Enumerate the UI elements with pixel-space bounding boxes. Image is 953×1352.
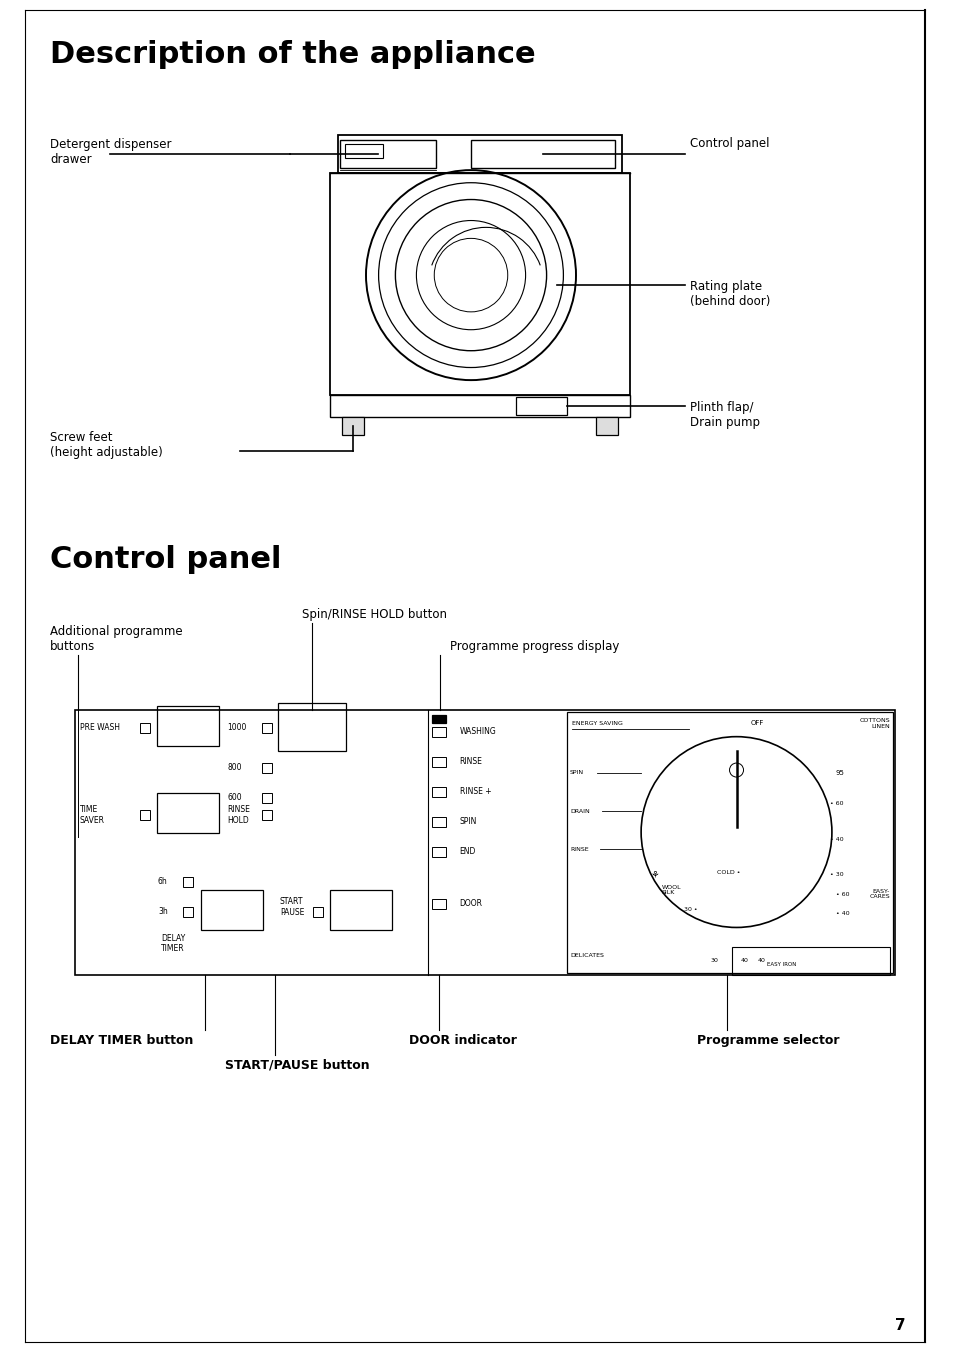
- Text: SPIN: SPIN: [569, 771, 583, 776]
- Text: 7: 7: [894, 1317, 904, 1333]
- Text: Programme selector: Programme selector: [696, 1034, 838, 1046]
- Text: EASY-
CARES: EASY- CARES: [868, 888, 889, 899]
- Bar: [140, 810, 150, 821]
- Bar: [431, 846, 445, 857]
- Text: DELAY
TIMER: DELAY TIMER: [161, 934, 185, 953]
- Bar: [262, 763, 272, 773]
- Text: Description of the appliance: Description of the appliance: [50, 41, 535, 69]
- Text: • 60: • 60: [835, 891, 848, 896]
- Bar: [345, 145, 383, 158]
- Bar: [262, 723, 272, 733]
- Text: END: END: [459, 848, 476, 857]
- Text: COTTONS
LINEN: COTTONS LINEN: [859, 718, 889, 729]
- Text: 3h: 3h: [158, 907, 168, 917]
- Text: Control panel: Control panel: [689, 138, 769, 150]
- Text: SPIN: SPIN: [459, 818, 476, 826]
- Text: ⚘: ⚘: [650, 869, 659, 880]
- Bar: [337, 135, 621, 173]
- Text: ENERGY SAVING: ENERGY SAVING: [572, 722, 622, 726]
- Bar: [262, 794, 272, 803]
- Text: Detergent dispenser
drawer: Detergent dispenser drawer: [50, 138, 172, 166]
- Bar: [140, 723, 150, 733]
- Bar: [431, 787, 445, 796]
- Bar: [183, 877, 193, 887]
- Text: 800: 800: [227, 764, 241, 772]
- Bar: [339, 141, 436, 168]
- Text: Screw feet
(height adjustable): Screw feet (height adjustable): [50, 431, 163, 458]
- Bar: [431, 727, 445, 737]
- Bar: [313, 907, 323, 917]
- Text: DELICATES: DELICATES: [569, 953, 603, 957]
- Bar: [596, 416, 618, 435]
- Bar: [262, 810, 272, 821]
- Text: DELAY TIMER button: DELAY TIMER button: [50, 1034, 193, 1046]
- Bar: [201, 890, 263, 930]
- Bar: [341, 416, 364, 435]
- Bar: [75, 710, 894, 975]
- Bar: [516, 397, 566, 415]
- Text: 1000: 1000: [227, 723, 246, 733]
- Text: PRE WASH: PRE WASH: [80, 723, 120, 733]
- Text: Plinth flap/
Drain pump: Plinth flap/ Drain pump: [689, 402, 760, 429]
- Text: START
PAUSE: START PAUSE: [280, 898, 304, 917]
- Text: Programme progress display: Programme progress display: [449, 639, 618, 653]
- Text: Rating plate
(behind door): Rating plate (behind door): [689, 280, 770, 308]
- Text: Spin/RINSE HOLD button: Spin/RINSE HOLD button: [302, 608, 447, 621]
- Text: COLD •: COLD •: [717, 871, 740, 875]
- Bar: [431, 715, 445, 723]
- Text: 95: 95: [835, 769, 844, 776]
- Text: TIME
SAVER: TIME SAVER: [80, 806, 105, 825]
- Text: 600: 600: [227, 794, 241, 803]
- Bar: [157, 794, 219, 833]
- Bar: [330, 890, 392, 930]
- Text: DOOR indicator: DOOR indicator: [408, 1034, 516, 1046]
- Text: 30 •: 30 •: [683, 907, 697, 911]
- Text: • 40: • 40: [829, 837, 842, 842]
- Text: 6h: 6h: [158, 877, 168, 887]
- Text: RINSE: RINSE: [459, 757, 482, 767]
- Bar: [277, 703, 346, 750]
- Text: WASHING: WASHING: [459, 727, 496, 737]
- Bar: [431, 757, 445, 767]
- Bar: [330, 173, 629, 395]
- Text: • 60: • 60: [829, 800, 842, 806]
- Bar: [183, 907, 193, 917]
- Text: RINSE +: RINSE +: [459, 787, 491, 796]
- Text: 30: 30: [710, 957, 718, 963]
- Text: DOOR: DOOR: [459, 899, 482, 909]
- Text: DRAIN: DRAIN: [569, 808, 589, 814]
- Bar: [566, 713, 892, 973]
- Bar: [471, 141, 615, 168]
- Text: • 30: • 30: [829, 872, 842, 876]
- Text: 40: 40: [757, 957, 764, 963]
- Bar: [431, 817, 445, 827]
- Bar: [731, 946, 889, 975]
- Text: WOOL
SILK: WOOL SILK: [661, 884, 681, 895]
- Text: RINSE
HOLD: RINSE HOLD: [227, 806, 250, 825]
- Text: EASY IRON: EASY IRON: [765, 963, 795, 968]
- Bar: [431, 899, 445, 909]
- Text: RINSE: RINSE: [569, 846, 588, 852]
- Text: OFF: OFF: [750, 721, 763, 726]
- Bar: [157, 706, 219, 746]
- Text: 40: 40: [740, 957, 748, 963]
- Text: • 40: • 40: [835, 911, 849, 915]
- Text: Control panel: Control panel: [50, 545, 281, 575]
- Text: START/PAUSE button: START/PAUSE button: [225, 1059, 369, 1072]
- Text: Additional programme
buttons: Additional programme buttons: [50, 625, 182, 653]
- Bar: [330, 395, 629, 416]
